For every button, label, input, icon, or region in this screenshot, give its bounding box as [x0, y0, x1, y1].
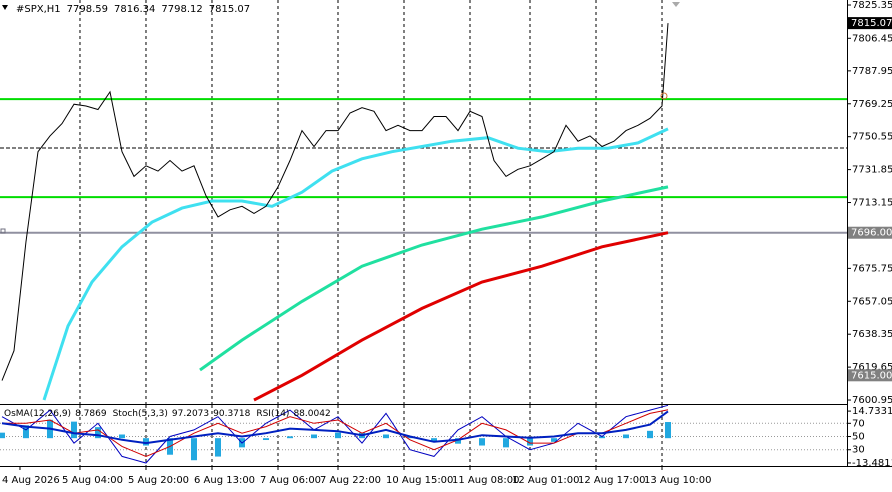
- osma-bar: [262, 438, 269, 441]
- y-tick-label: 7769.25: [852, 99, 892, 110]
- osma-bar: [94, 427, 101, 439]
- header-value: #SPX,H1: [16, 4, 61, 15]
- price-line: [1, 23, 669, 381]
- y-tick-label: 7825.35: [852, 0, 892, 11]
- osma-bar: [286, 436, 293, 439]
- osma-bar: [142, 438, 149, 446]
- osma-bar: [551, 438, 558, 442]
- osma-bar: [310, 434, 317, 439]
- oscillator-line: [1, 404, 669, 464]
- osma-bar: [479, 438, 486, 446]
- header-value: 88.0042: [293, 409, 330, 419]
- oscillator-line: [1, 410, 669, 445]
- osma-bar: [647, 430, 654, 439]
- oscillator-line: [2, 409, 669, 457]
- osma-bar: [334, 432, 341, 439]
- osma-bar: [665, 422, 672, 439]
- header-value: Stoch(5,3,3): [113, 409, 168, 419]
- osma-bar: [455, 438, 462, 444]
- y-tick-label: 7731.85: [852, 165, 892, 176]
- osma-bar: [382, 434, 389, 439]
- indicator-header: OsMA(12,26,9) 8.7869 Stoch(5,3,3) 97.2073 90…: [4, 409, 331, 419]
- x-tick-label: 12 Aug 01:00: [512, 475, 579, 486]
- header-value: OsMA(12,26,9): [4, 409, 71, 419]
- y-tick-label: 7638.35: [852, 329, 892, 340]
- y-tick-label: 7675.75: [852, 263, 892, 274]
- y-tick-label: 7600.95: [852, 395, 892, 406]
- price-marker-label: 7615.00: [851, 370, 892, 381]
- x-tick-label: 12 Aug 17:00: [578, 475, 645, 486]
- y-tick-label: 7657.05: [852, 296, 892, 307]
- main-panel: [0, 0, 847, 404]
- osma-bar: [0, 432, 5, 439]
- y-tick-label: 7619.65: [852, 362, 892, 373]
- header-value: 90.3718: [213, 409, 250, 419]
- osma-bar: [190, 438, 197, 461]
- shift-marker: [672, 2, 680, 7]
- osma-bar: [214, 438, 221, 457]
- x-tick-label: 4 Aug 2026: [2, 475, 60, 486]
- x-tick-label: 13 Aug 10:00: [644, 475, 711, 486]
- y-tick-label: 30: [852, 445, 865, 456]
- osma-bar: [22, 425, 29, 439]
- y-tick-label: 50: [852, 432, 865, 443]
- y-tick-label: 7713.15: [852, 198, 892, 209]
- x-tick-label: 5 Aug 20:00: [128, 475, 189, 486]
- moving-average: [199, 185, 669, 372]
- y-tick-label: 70: [852, 418, 865, 429]
- price-marker: [848, 369, 892, 382]
- osma-bar: [599, 436, 606, 439]
- osma-bar: [623, 434, 630, 439]
- header-value: 8.7869: [75, 409, 107, 419]
- header-value: 7815.07: [209, 4, 250, 15]
- price-marker: [848, 17, 892, 30]
- price-dot: [660, 92, 668, 100]
- price-marker: [848, 226, 892, 239]
- osma-bar: [118, 434, 125, 439]
- header-value: 7798.12: [161, 4, 202, 15]
- moving-average: [42, 127, 669, 401]
- header-value: 7816.34: [114, 4, 155, 15]
- header-arrow: [2, 5, 8, 10]
- x-tick-label: 10 Aug 15:00: [386, 475, 453, 486]
- y-tick-label: 7787.95: [852, 66, 892, 77]
- osma-bar: [527, 438, 534, 446]
- x-tick-label: 5 Aug 04:00: [62, 475, 123, 486]
- header-value: RSI(14): [256, 409, 289, 419]
- osma-bar: [503, 438, 510, 448]
- header-value: 97.2073: [172, 409, 209, 419]
- osma-bar: [431, 438, 438, 442]
- x-tick-label: 11 Aug 08:00: [452, 475, 519, 486]
- osma-bar: [70, 421, 77, 439]
- y-tick-label: 7750.55: [852, 132, 892, 143]
- x-tick-label: 6 Aug 13:00: [194, 475, 255, 486]
- x-tick-label: 7 Aug 22:00: [320, 475, 381, 486]
- x-tick-label: 7 Aug 06:00: [260, 475, 321, 486]
- indicator-panel: [0, 404, 847, 466]
- symbol-header: #SPX,H1 7798.59 7816.34 7798.12 7815.07: [16, 4, 250, 15]
- price-marker-label: 7696.00: [851, 228, 892, 239]
- y-tick-label: 7806.45: [852, 33, 892, 44]
- y-tick-label: 14.7331: [852, 406, 892, 417]
- moving-average: [253, 231, 669, 402]
- price-marker-label: 7815.07: [851, 18, 892, 29]
- line-handle: [0, 228, 6, 234]
- header-value: 7798.59: [67, 4, 108, 15]
